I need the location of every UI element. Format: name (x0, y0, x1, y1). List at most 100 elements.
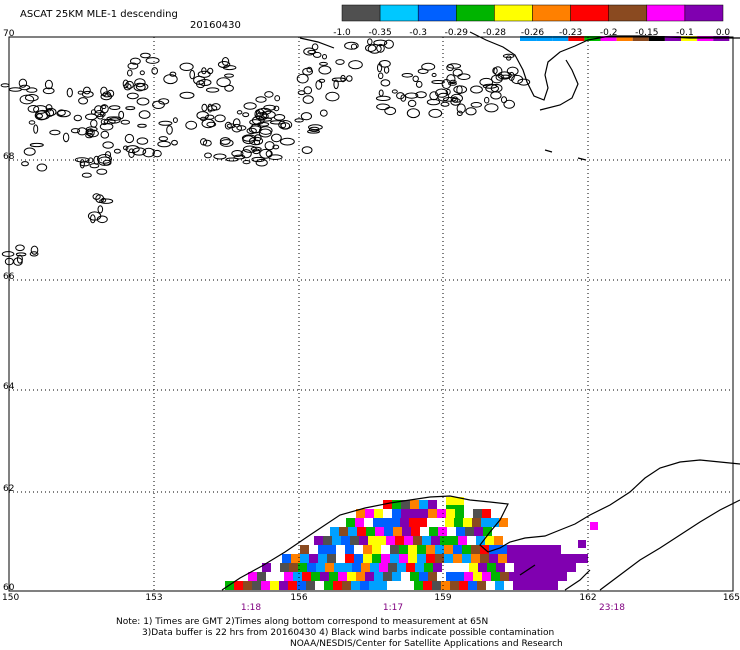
ice-floe (308, 124, 323, 131)
ice-floe (136, 97, 150, 106)
data-cell (370, 563, 379, 572)
ice-floe (197, 70, 211, 78)
data-cell (455, 509, 464, 518)
data-cell (408, 545, 417, 554)
legend-small-swatch (536, 36, 553, 41)
data-cell (382, 518, 391, 527)
ice-floe (236, 110, 243, 115)
ice-floe (142, 147, 155, 158)
lat-lon-grid (8, 36, 734, 592)
ice-floe (383, 66, 390, 74)
ice-floe (132, 147, 147, 156)
data-cell (352, 563, 361, 572)
data-cell (429, 527, 438, 536)
ice-floe (217, 61, 231, 68)
ice-floe (236, 125, 247, 131)
data-cell (534, 554, 543, 563)
ice-floe (435, 88, 449, 98)
data-cell (462, 554, 471, 563)
ice-floe (311, 43, 319, 51)
data-cell (309, 554, 318, 563)
ice-floe (378, 72, 384, 80)
data-cell (476, 536, 485, 545)
data-cell (518, 572, 527, 581)
data-cell (306, 581, 315, 590)
ice-floe (396, 92, 405, 100)
data-cell (329, 572, 338, 581)
ice-floe (376, 43, 385, 53)
data-cell (379, 563, 388, 572)
ice-floe (57, 109, 66, 116)
ice-floe (446, 64, 454, 72)
ice-floe (273, 105, 280, 112)
ice-floe (456, 103, 466, 114)
ice-floe (415, 80, 423, 88)
data-cell (419, 500, 428, 509)
ice-floe (441, 79, 452, 89)
data-cell (300, 545, 309, 554)
data-cell (368, 536, 377, 545)
data-cell (495, 581, 504, 590)
ice-floe (127, 69, 133, 77)
data-cell (357, 527, 366, 536)
data-cell (388, 563, 397, 572)
data-cell (401, 500, 410, 509)
data-cell (392, 572, 401, 581)
ice-floe (263, 104, 276, 111)
longitude-label: 159 (434, 593, 451, 603)
ice-floe (442, 97, 457, 102)
legend-small-swatch (584, 36, 601, 41)
ice-floe (325, 91, 340, 102)
ice-floe (89, 163, 100, 169)
ice-floe (28, 120, 36, 125)
ice-floe (205, 114, 215, 120)
data-cell (383, 500, 392, 509)
data-cell (552, 554, 561, 563)
data-cell (397, 563, 406, 572)
ice-floe (158, 136, 169, 142)
ice-floe (453, 85, 468, 94)
data-cell (417, 554, 426, 563)
ice-floe (278, 120, 293, 130)
ice-floe (73, 114, 83, 122)
ice-floe (151, 67, 158, 75)
data-cell (345, 545, 354, 554)
ice-floe (204, 152, 212, 159)
ice-floe (280, 122, 287, 129)
coastline (221, 31, 740, 591)
data-cell (516, 545, 525, 554)
legend-small-swatch (600, 36, 617, 41)
data-cell (433, 563, 442, 572)
ice-floe (30, 245, 39, 255)
ice-floe (319, 109, 328, 117)
ice-floe (185, 120, 198, 130)
product-title: ASCAT 25KM MLE-1 descending (20, 9, 178, 20)
ice-floe (16, 254, 23, 264)
data-cell (318, 545, 327, 554)
ice-floe (157, 140, 171, 148)
data-cell (366, 527, 375, 536)
data-cell (509, 572, 518, 581)
ice-floe (179, 62, 194, 72)
data-cell (567, 563, 576, 572)
data-cell (422, 536, 431, 545)
ice-floe (224, 84, 234, 92)
legend-label: -0.2 (600, 28, 618, 38)
data-cell (438, 527, 447, 536)
ice-floe (503, 99, 516, 109)
data-cell (543, 545, 552, 554)
data-cell (496, 563, 505, 572)
ice-floe (134, 78, 146, 88)
ice-floe (18, 78, 28, 88)
data-cell (454, 518, 463, 527)
data-cell (415, 563, 424, 572)
data-cell (334, 563, 343, 572)
data-cell (348, 527, 357, 536)
ice-floe (271, 133, 282, 143)
ice-floe (130, 57, 141, 65)
ice-floe (79, 159, 85, 169)
data-cell (338, 572, 347, 581)
ice-floe (485, 84, 500, 93)
ice-floe (172, 117, 178, 123)
